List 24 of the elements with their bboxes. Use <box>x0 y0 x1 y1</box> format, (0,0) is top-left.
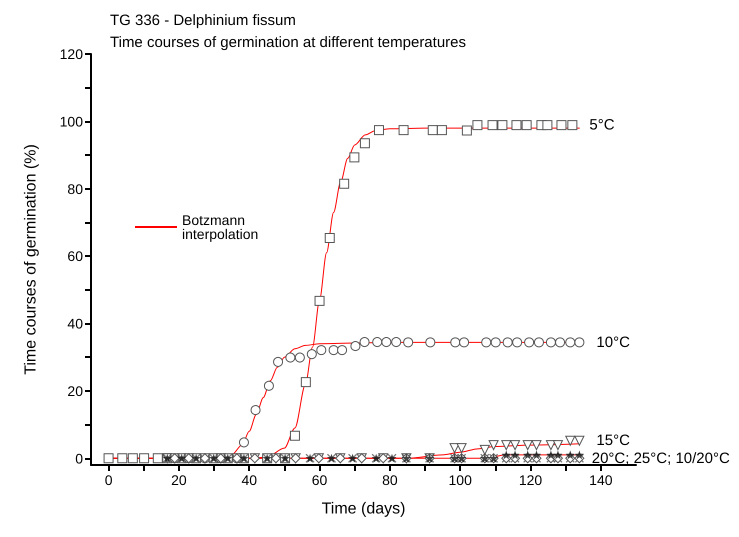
x-tick-label: 100 <box>448 472 472 488</box>
x-axis-title: Time (days) <box>322 500 406 518</box>
y-tick-label: 40 <box>67 316 84 332</box>
x-tick-label: 120 <box>518 472 542 488</box>
y-tick-label: 120 <box>60 46 84 62</box>
x-tick-label: 80 <box>382 472 398 488</box>
x-tick-label: 60 <box>312 472 328 488</box>
chart-subtitle: Time courses of germination at different temperatures <box>110 34 466 51</box>
x-tick-label: 40 <box>241 472 258 488</box>
y-tick-label: 20 <box>67 382 84 399</box>
series-label: 5°C <box>589 116 615 134</box>
x-tick-label: 140 <box>589 472 613 488</box>
y-tick-label: 100 <box>60 113 84 130</box>
y-tick-label: 60 <box>67 248 84 264</box>
x-tick-label: 20 <box>171 472 187 488</box>
series-label: 10°C <box>596 334 630 351</box>
x-tick-label: 0 <box>104 472 113 488</box>
chart-title: TG 336 - Delphinium fissum <box>110 12 296 29</box>
y-tick-label: 80 <box>67 180 84 197</box>
series-label: 15°C <box>596 432 630 450</box>
y-tick-label: 0 <box>75 450 84 466</box>
legend-label: Botzmann interpolation <box>182 212 258 242</box>
y-axis-title: Time courses of germination (%) <box>22 144 40 375</box>
annotation: 20°C; 25°C; 10/20°C <box>592 450 730 467</box>
